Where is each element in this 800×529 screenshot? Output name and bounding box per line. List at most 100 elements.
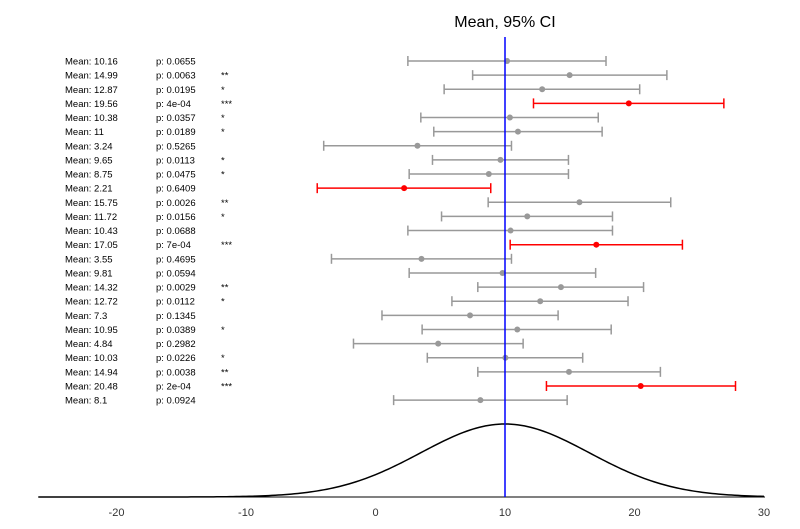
- row-p-label: p: 0.0195: [156, 85, 196, 96]
- row-12: Mean: 11.72 p: 0.0156 *: [65, 211, 614, 223]
- row-3: Mean: 12.87 p: 0.0195 *: [65, 84, 641, 96]
- row-p-label: p: 0.0156: [156, 212, 196, 223]
- row-significance-stars: ***: [221, 99, 232, 110]
- row-15: Mean: 3.55 p: 0.4695: [65, 253, 513, 265]
- row-significance-stars: **: [221, 283, 229, 294]
- row-mean-label: Mean: 10.95: [65, 325, 118, 336]
- x-axis-ticks: -20 -10 0 10 20 30: [109, 507, 771, 519]
- row-mean-label: Mean: 8.1: [65, 396, 107, 407]
- row-significance-stars: *: [221, 212, 225, 223]
- row-p-label: p: 0.0063: [156, 71, 196, 82]
- row-p-label: p: 0.0112: [156, 297, 195, 308]
- row-p-label: p: 0.0655: [156, 57, 196, 68]
- row-p-label: p: 0.0113: [156, 155, 195, 166]
- mean-point: [507, 227, 514, 234]
- mean-point: [537, 298, 544, 305]
- mean-point: [497, 156, 504, 163]
- mean-point: [625, 100, 632, 107]
- row-p-label: p: 0.0189: [156, 127, 196, 138]
- row-mean-label: Mean: 20.48: [65, 381, 118, 392]
- mean-point: [477, 397, 484, 404]
- x-tick-label: 20: [628, 507, 640, 519]
- mean-point: [593, 241, 600, 248]
- mean-point: [435, 340, 442, 347]
- row-significance-stars: **: [221, 198, 229, 209]
- density-curve: [38, 423, 765, 498]
- mean-point: [499, 269, 506, 276]
- row-17: Mean: 14.32 p: 0.0029 **: [65, 282, 645, 294]
- rows-group: Mean: 10.16 p: 0.0655 Mean: 14.99 p: 0.0063…: [65, 56, 737, 407]
- row-significance-stars: *: [221, 155, 225, 166]
- row-significance-stars: **: [221, 367, 229, 378]
- mean-point: [418, 255, 425, 262]
- row-7: Mean: 3.24 p: 0.5265: [65, 140, 513, 152]
- row-mean-label: Mean: 12.72: [65, 297, 118, 308]
- row-9: Mean: 8.75 p: 0.0475 *: [65, 169, 570, 181]
- row-mean-label: Mean: 8.75: [65, 170, 113, 181]
- mean-point: [576, 199, 583, 206]
- row-significance-stars: *: [221, 170, 225, 181]
- row-significance-stars: ***: [221, 381, 232, 392]
- row-8: Mean: 9.65 p: 0.0113 *: [65, 154, 570, 166]
- row-mean-label: Mean: 10.03: [65, 353, 118, 364]
- row-20: Mean: 10.95 p: 0.0389 *: [65, 324, 612, 336]
- row-p-label: p: 0.4695: [156, 254, 196, 265]
- x-tick-label: 10: [499, 507, 511, 519]
- chart-title: Mean, 95% CI: [454, 14, 555, 31]
- row-23: Mean: 14.94 p: 0.0038 **: [65, 366, 662, 378]
- row-mean-label: Mean: 10.16: [65, 57, 118, 68]
- mean-point: [637, 382, 644, 389]
- row-13: Mean: 10.43 p: 0.0688: [65, 225, 614, 237]
- row-mean-label: Mean: 10.38: [65, 113, 118, 124]
- mean-point: [514, 326, 521, 333]
- mean-point: [485, 171, 492, 178]
- row-mean-label: Mean: 2.21: [65, 184, 113, 195]
- mean-point: [514, 128, 521, 135]
- row-2: Mean: 14.99 p: 0.0063 **: [65, 70, 668, 82]
- row-significance-stars: *: [221, 113, 225, 124]
- row-significance-stars: *: [221, 127, 225, 138]
- row-25: Mean: 8.1 p: 0.0924: [65, 395, 568, 407]
- row-mean-label: Mean: 14.32: [65, 283, 118, 294]
- row-mean-label: Mean: 11.72: [65, 212, 117, 223]
- row-6: Mean: 11 p: 0.0189 *: [65, 126, 603, 138]
- x-tick-label: -20: [109, 507, 125, 519]
- mean-point: [566, 72, 573, 79]
- row-10: Mean: 2.21 p: 0.6409: [65, 183, 492, 195]
- x-tick-label: -10: [238, 507, 254, 519]
- row-p-label: p: 0.0226: [156, 353, 196, 364]
- row-mean-label: Mean: 7.3: [65, 311, 107, 322]
- row-4: Mean: 19.56 p: 4e-04 ***: [65, 98, 725, 110]
- row-p-label: p: 0.0357: [156, 113, 196, 124]
- row-p-label: p: 0.0594: [156, 268, 196, 279]
- row-p-label: p: 0.0688: [156, 226, 196, 237]
- row-mean-label: Mean: 10.43: [65, 226, 118, 237]
- row-p-label: p: 0.0924: [156, 396, 196, 407]
- row-significance-stars: *: [221, 353, 225, 364]
- row-mean-label: Mean: 12.87: [65, 85, 118, 96]
- row-mean-label: Mean: 9.81: [65, 268, 113, 279]
- mean-point: [401, 185, 408, 192]
- row-p-label: p: 0.0029: [156, 283, 196, 294]
- x-tick-label: 30: [758, 507, 770, 519]
- row-mean-label: Mean: 15.75: [65, 198, 118, 209]
- row-mean-label: Mean: 14.94: [65, 367, 118, 378]
- row-1: Mean: 10.16 p: 0.0655: [65, 56, 607, 68]
- row-14: Mean: 17.05 p: 7e-04 ***: [65, 239, 684, 251]
- mean-point: [539, 86, 546, 93]
- mean-point: [506, 114, 513, 121]
- row-p-label: p: 7e-04: [156, 240, 191, 251]
- x-tick-label: 0: [372, 507, 378, 519]
- row-mean-label: Mean: 17.05: [65, 240, 118, 251]
- row-significance-stars: **: [221, 71, 229, 82]
- row-19: Mean: 7.3 p: 0.1345: [65, 310, 559, 322]
- mean-point: [414, 142, 421, 149]
- row-24: Mean: 20.48 p: 2e-04 ***: [65, 380, 737, 392]
- row-p-label: p: 0.0026: [156, 198, 196, 209]
- row-mean-label: Mean: 3.24: [65, 141, 113, 152]
- row-p-label: p: 0.6409: [156, 184, 196, 195]
- row-5: Mean: 10.38 p: 0.0357 *: [65, 112, 599, 124]
- mean-point: [524, 213, 531, 220]
- row-mean-label: Mean: 4.84: [65, 339, 113, 350]
- row-p-label: p: 0.1345: [156, 311, 196, 322]
